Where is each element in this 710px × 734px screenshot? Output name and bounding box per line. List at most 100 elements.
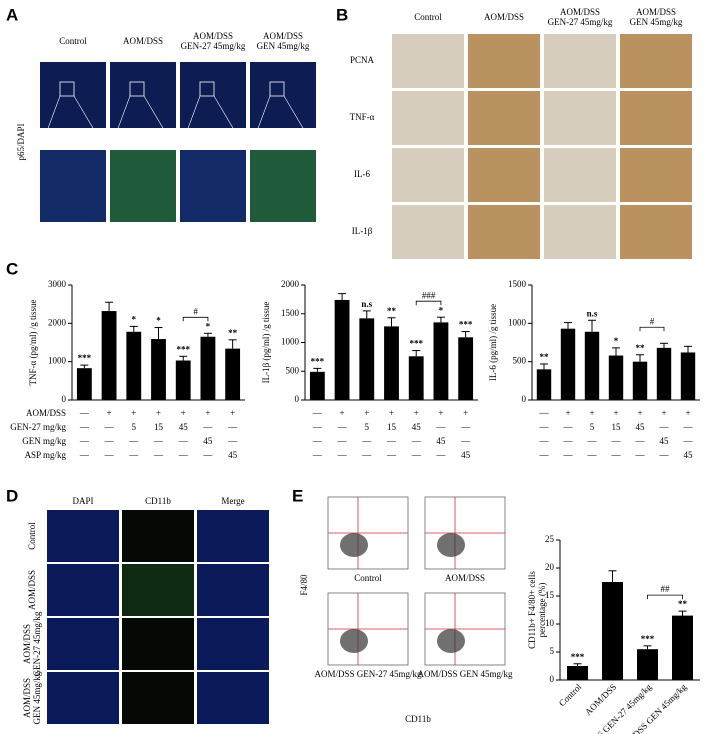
y-tick-label: 1000 [281, 337, 300, 347]
zoom-box [59, 81, 75, 97]
bar [225, 348, 241, 400]
zoom-line [283, 95, 317, 151]
treatment-cell: — [312, 422, 323, 432]
bar [672, 615, 693, 680]
treatment-cell: — [683, 422, 694, 432]
y-axis-label: TNF-α (pg/ml) /g tissue [28, 300, 38, 386]
treatment-cell: — [128, 450, 139, 460]
significance: ** [678, 599, 688, 609]
y-axis-label: IL-1β (pg/ml) /g tissue [261, 302, 271, 384]
treatment-cell: — [312, 436, 323, 446]
column-header: AOM/DSS [484, 12, 524, 22]
column-header: Merge [221, 496, 244, 506]
zoom-line [39, 95, 61, 151]
treatment-cell: 45 [179, 422, 189, 432]
treatment-label: ASP mg/kg [25, 450, 67, 460]
micrograph [40, 62, 106, 128]
bar [584, 331, 600, 400]
treatment-cell: — [153, 436, 164, 446]
bar [200, 336, 216, 400]
zoom-line [143, 95, 177, 151]
panel-letter: B [336, 5, 348, 24]
y-tick-label: 1500 [281, 308, 300, 318]
treatment-cell: 45 [461, 450, 471, 460]
micrograph [544, 34, 616, 88]
micrograph [392, 91, 464, 145]
zoom-line [179, 95, 201, 151]
treatment-cell: + [181, 408, 186, 418]
micrograph [122, 672, 194, 724]
treatment-cell: — [683, 436, 694, 446]
treatment-cell: — [202, 450, 213, 460]
y-tick-label: 1000 [48, 356, 67, 366]
treatment-cell: 15 [612, 422, 622, 432]
treatment-cell: + [661, 408, 666, 418]
row-label: IL-6 [354, 169, 370, 179]
treatment-cell: 45 [684, 450, 694, 460]
zoom-line [213, 95, 247, 151]
row-label: AOM/DSS [22, 678, 32, 718]
row-label: GEN-27 45mg/kg [32, 611, 42, 676]
treatment-cell: — [227, 422, 238, 432]
micrograph [122, 618, 194, 670]
micrograph [40, 150, 106, 222]
micrograph [47, 564, 119, 616]
treatment-cell: — [539, 422, 550, 432]
plot-caption: AOM/DSS [445, 573, 485, 583]
panel-letter: C [6, 259, 18, 278]
y-tick-label: 25 [545, 534, 555, 544]
treatment-cell: — [587, 450, 598, 460]
micrograph [47, 618, 119, 670]
treatment-cell: — [337, 422, 348, 432]
bar [76, 368, 92, 400]
significance: *** [311, 356, 325, 366]
significance: * [132, 314, 137, 324]
y-tick-label: 5 [550, 646, 555, 656]
row-label: AOM/DSS [27, 570, 37, 610]
event-cloud [340, 533, 368, 557]
column-header: DAPI [72, 496, 93, 506]
column-header: AOM/DSS [560, 7, 600, 17]
event-cloud [340, 629, 368, 653]
treatment-cell: — [460, 422, 471, 432]
treatment-cell: + [131, 408, 136, 418]
column-header: Control [59, 36, 87, 46]
micrograph [180, 62, 246, 128]
treatment-cell: — [312, 408, 323, 418]
y-tick-label: 20 [545, 562, 555, 572]
y-tick-label: 1000 [508, 317, 527, 327]
treatment-cell: — [659, 450, 670, 460]
event-cloud [437, 629, 465, 653]
y-tick-label: 1500 [508, 279, 527, 289]
micrograph [620, 91, 692, 145]
micrograph [180, 150, 246, 222]
bracket-label: # [193, 306, 198, 316]
treatment-cell: — [659, 422, 670, 432]
micrograph [620, 34, 692, 88]
y-tick-label: 0 [295, 394, 300, 404]
significance: n.s [361, 299, 372, 309]
x-tick-label: AOM/DSS [583, 682, 618, 717]
treatment-cell: — [337, 450, 348, 460]
zoom-line [249, 95, 271, 151]
y-tick-label: 0 [550, 674, 555, 684]
treatment-cell: — [104, 450, 115, 460]
bar [632, 361, 648, 400]
plot-caption: AOM/DSS GEN 45mg/kg [417, 669, 513, 679]
significance: * [614, 336, 619, 346]
panel-letter: E [292, 486, 303, 505]
bar [536, 369, 552, 400]
treatment-cell: 15 [154, 422, 164, 432]
treatment-cell: + [463, 408, 468, 418]
column-header: GEN 45mg/kg [630, 17, 683, 27]
bar [637, 649, 658, 680]
treatment-label: AOM/DSS [26, 408, 66, 418]
plot-caption: Control [354, 573, 382, 583]
treatment-cell: 15 [387, 422, 397, 432]
micrograph [468, 148, 540, 202]
treatment-cell: + [589, 408, 594, 418]
bar [151, 339, 166, 400]
column-header: CD11b [145, 496, 171, 506]
bar [359, 318, 375, 400]
